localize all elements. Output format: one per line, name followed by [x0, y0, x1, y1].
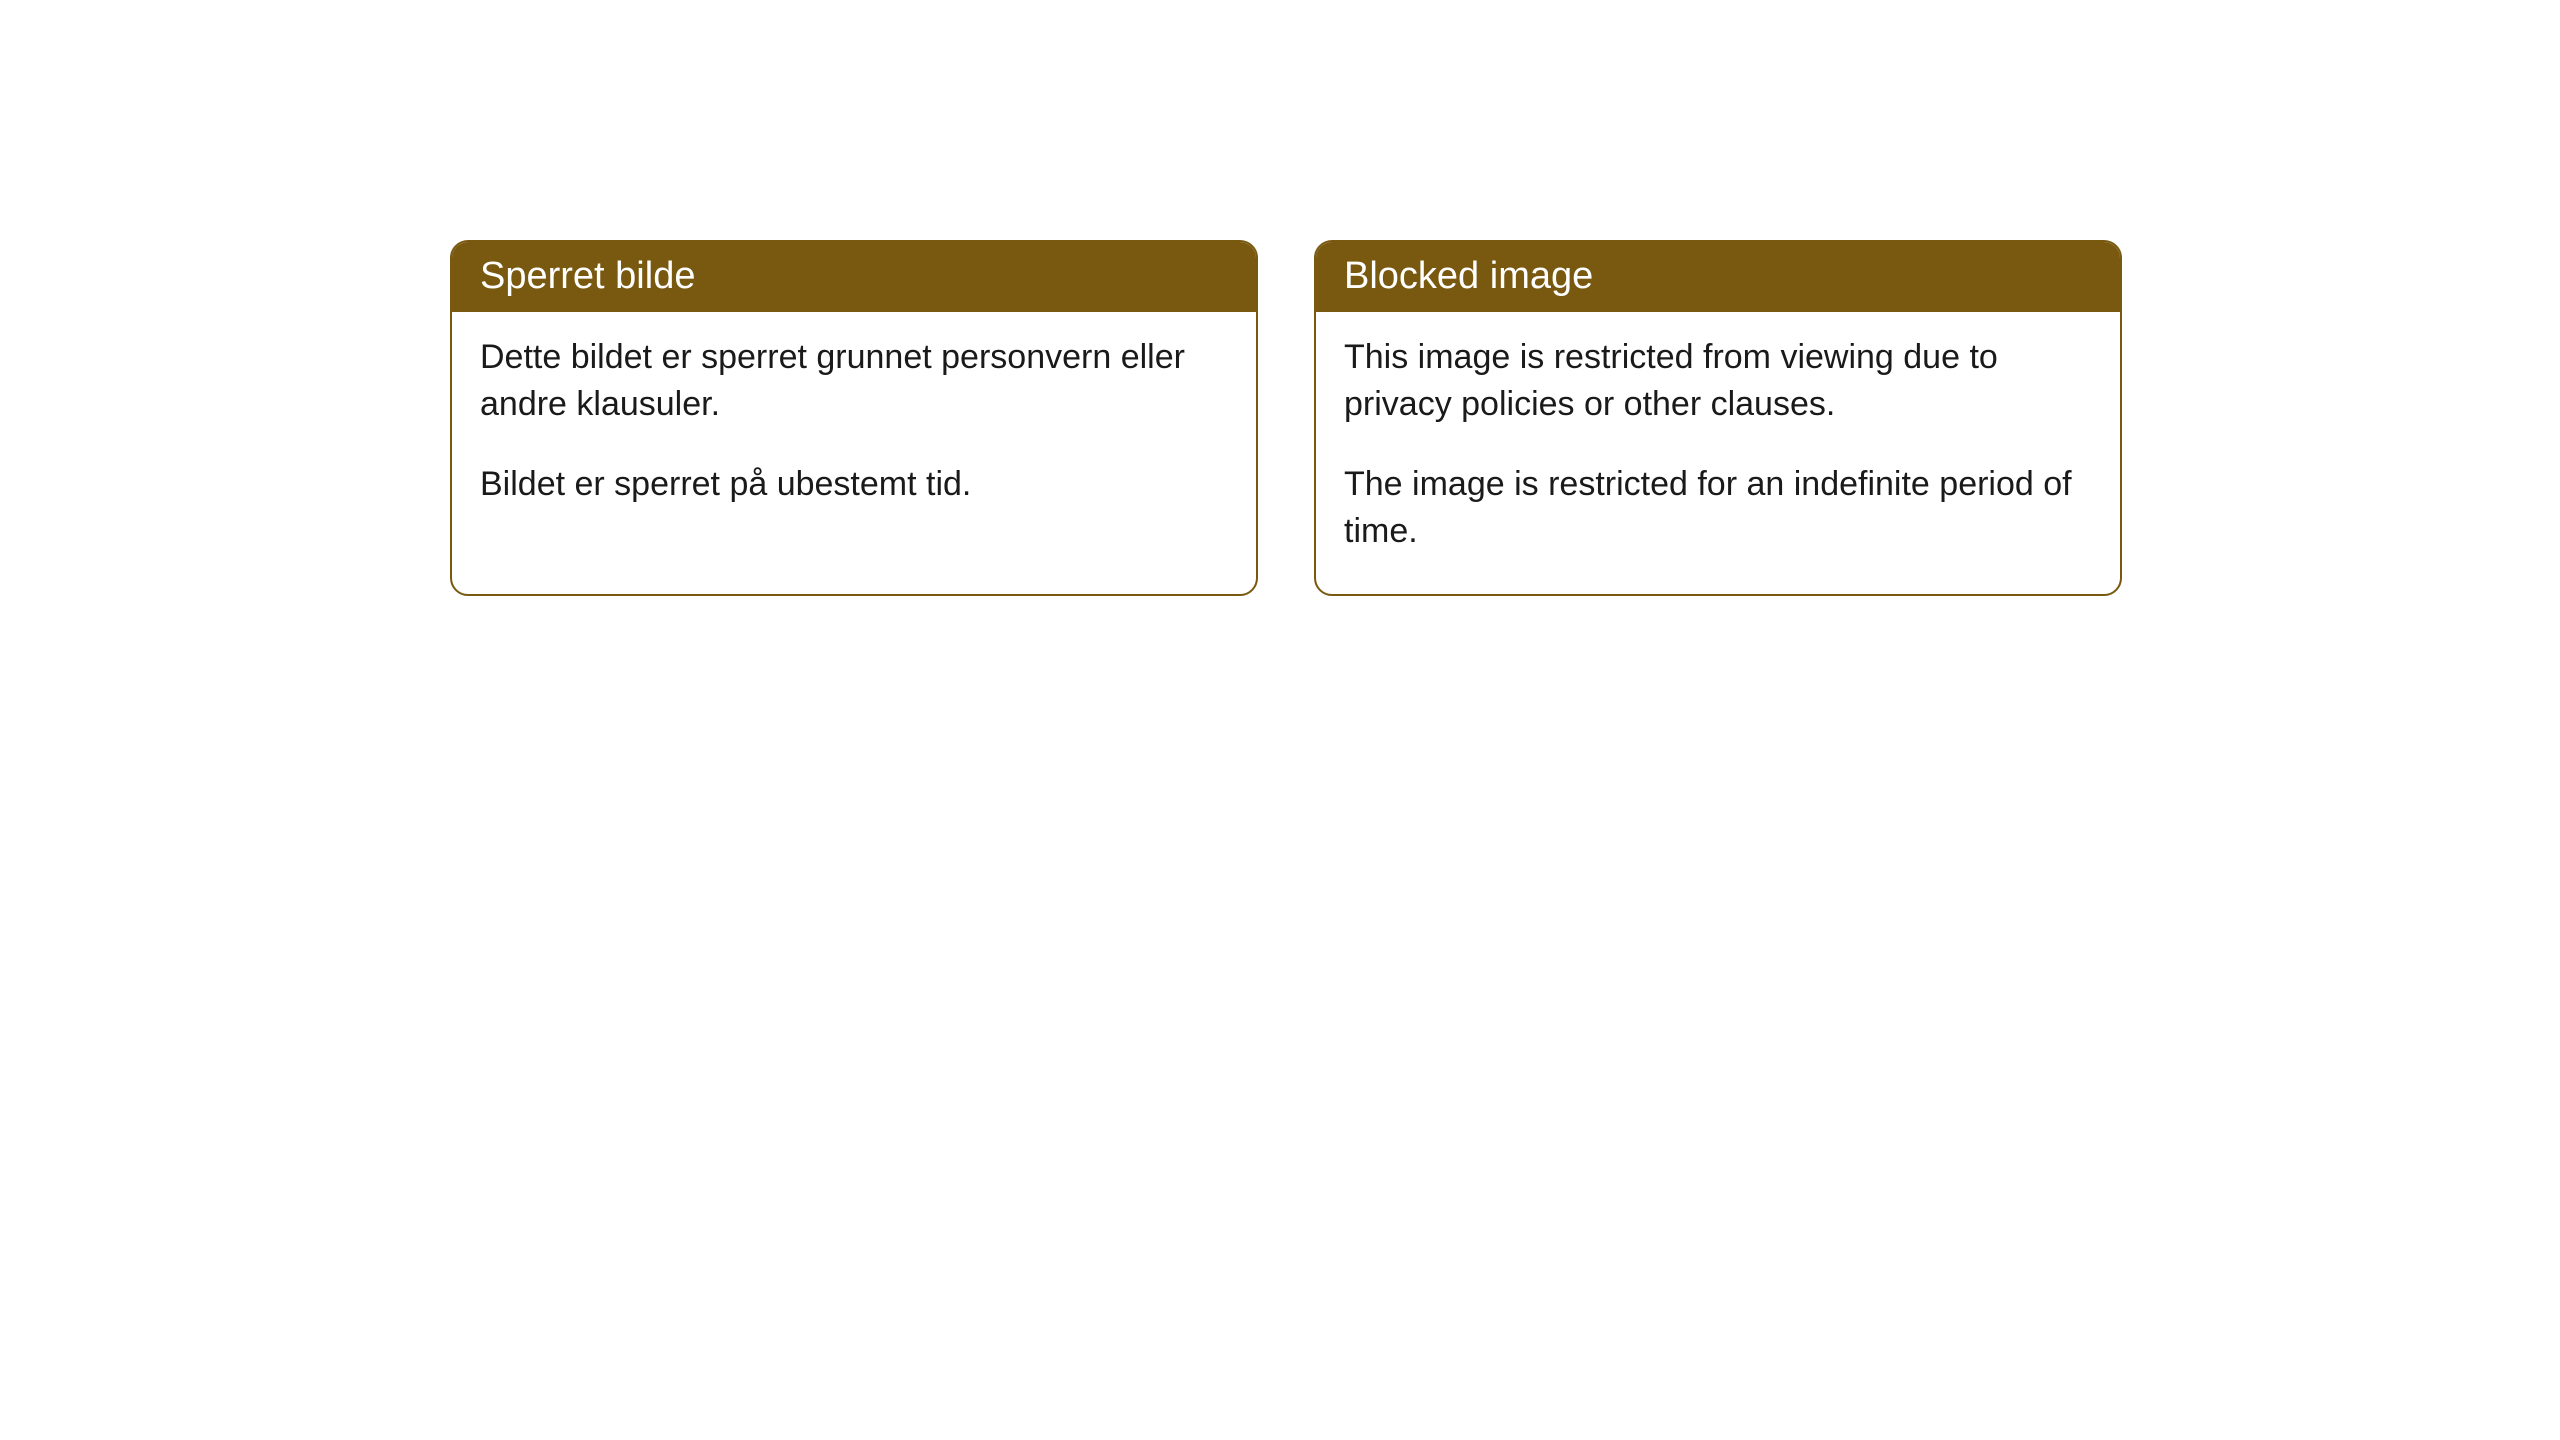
card-norwegian: Sperret bilde Dette bildet er sperret gr…	[450, 240, 1258, 596]
card-paragraph-2-english: The image is restricted for an indefinit…	[1344, 461, 2092, 556]
cards-container: Sperret bilde Dette bildet er sperret gr…	[450, 240, 2122, 596]
card-english: Blocked image This image is restricted f…	[1314, 240, 2122, 596]
card-paragraph-1-norwegian: Dette bildet er sperret grunnet personve…	[480, 334, 1228, 429]
card-paragraph-1-english: This image is restricted from viewing du…	[1344, 334, 2092, 429]
card-body-english: This image is restricted from viewing du…	[1316, 312, 2120, 594]
card-header-english: Blocked image	[1316, 242, 2120, 312]
card-header-norwegian: Sperret bilde	[452, 242, 1256, 312]
card-paragraph-2-norwegian: Bildet er sperret på ubestemt tid.	[480, 461, 1228, 509]
card-body-norwegian: Dette bildet er sperret grunnet personve…	[452, 312, 1256, 547]
